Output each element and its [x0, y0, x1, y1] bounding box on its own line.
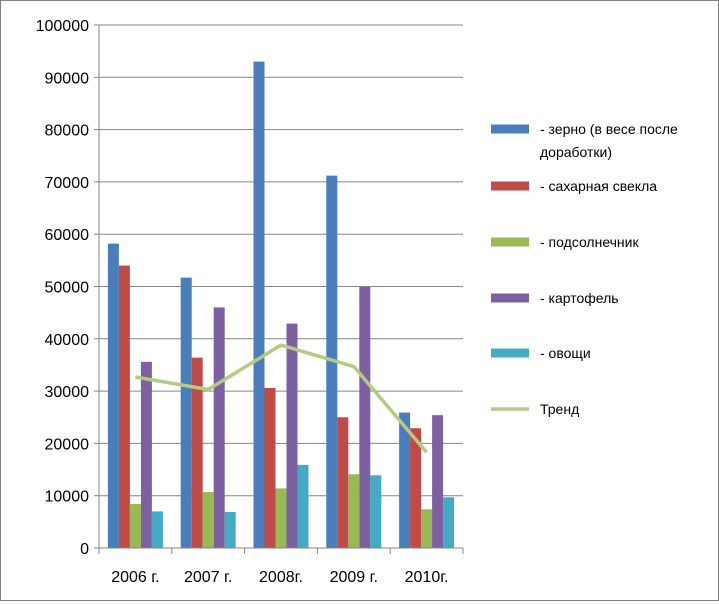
legend-label-3: - картофель: [540, 290, 619, 306]
bar-s2-c1: [202, 492, 214, 548]
y-tick-label-8: 80000: [45, 123, 90, 140]
legend-label-1: - сахарная свекла: [540, 178, 657, 194]
bar-s4-c2: [297, 464, 309, 548]
legend-label-trend: Тренд: [540, 401, 579, 417]
x-tick-label-3: 2009 г.: [330, 569, 378, 586]
bar-s0-c0: [107, 243, 119, 548]
bar-s2-c3: [348, 474, 360, 548]
bar-s1-c4: [410, 428, 422, 548]
legend-swatch-2: [491, 237, 529, 247]
bar-s0-c2: [253, 61, 265, 549]
bar-s1-c1: [191, 357, 203, 548]
y-tick-label-10: 100000: [36, 18, 89, 35]
legend-swatch-3: [491, 293, 529, 303]
legend-label-2: - подсолнечник: [540, 234, 639, 250]
axes: [94, 24, 464, 554]
y-tick-label-7: 70000: [45, 175, 90, 192]
bar-s2-c2: [275, 488, 287, 548]
legend: - зерно (в весе после доработки) - сахарна…: [491, 121, 678, 417]
bar-s4-c0: [151, 511, 163, 548]
y-tick-label-1: 10000: [45, 489, 90, 506]
y-tick-label-2: 20000: [45, 436, 90, 453]
bar-s3-c4: [432, 415, 444, 548]
legend-swatch-0: [491, 124, 529, 134]
x-tick-label-0: 2006 г.: [111, 569, 159, 586]
bar-s2-c4: [421, 509, 433, 548]
x-tick-label-4: 2010г.: [405, 569, 449, 586]
x-tick-label-2: 2008г.: [259, 569, 303, 586]
trend-line-group: [135, 343, 428, 454]
bar-s3-c2: [286, 323, 298, 548]
bar-s4-c1: [224, 511, 236, 548]
grid-lines: [99, 24, 463, 497]
y-tick-label-0: 0: [80, 541, 89, 558]
y-tick-label-5: 50000: [45, 280, 90, 297]
x-tick-label-1: 2007 г.: [184, 569, 232, 586]
bar-s1-c3: [337, 417, 349, 548]
bar-s0-c1: [180, 277, 192, 548]
legend-label-4: - овощи: [540, 345, 591, 361]
bar-s4-c4: [443, 497, 455, 548]
bar-s1-c2: [264, 387, 276, 548]
legend-label-0-line-1: доработки): [540, 144, 612, 160]
legend-label-0-line-0: - зерно (в весе после: [540, 121, 678, 137]
y-tick-labels: 0 10000 20000 30000 40000 50000 60000 70000 8000…: [36, 18, 89, 558]
bar-s0-c4: [399, 412, 411, 548]
y-tick-label-6: 60000: [45, 227, 90, 244]
bar-s3-c0: [140, 361, 152, 548]
bar-s3-c3: [359, 287, 371, 548]
x-tick-labels: 2006 г. 2007 г. 2008г. 2009 г. 2010г.: [111, 569, 448, 586]
bar-s4-c3: [370, 475, 382, 548]
y-tick-label-3: 30000: [45, 384, 90, 401]
bar-s2-c0: [129, 504, 141, 548]
y-tick-label-4: 40000: [45, 332, 90, 349]
trend-line: [135, 343, 428, 454]
y-tick-label-9: 90000: [45, 70, 90, 87]
bar-s1-c0: [118, 265, 130, 548]
bar-s3-c1: [213, 307, 225, 548]
bars: [107, 61, 455, 549]
legend-swatch-4: [491, 348, 529, 358]
legend-swatch-1: [491, 181, 529, 191]
